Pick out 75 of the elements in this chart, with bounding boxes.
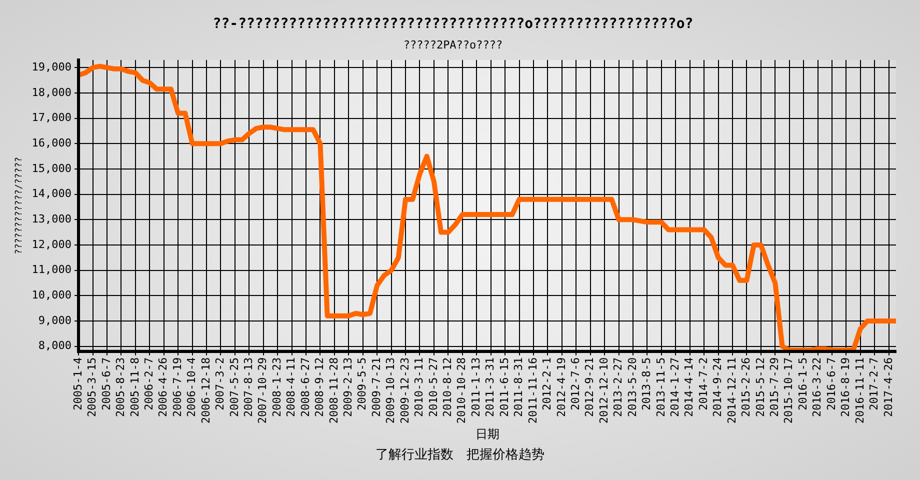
x-tick-label: 2012-12-10 — [597, 357, 610, 424]
x-tick-label: 2006-7-19 — [170, 357, 184, 417]
y-tick-label: 11,000 — [32, 263, 72, 276]
x-tick-label: 2010-8-12 — [441, 357, 454, 417]
x-tick-label: 2012-7-6 — [568, 357, 582, 410]
x-tick-label: 2010-10-28 — [455, 357, 468, 424]
chart-subtitle: ?????2PA??o???? — [403, 38, 503, 52]
y-tick-label: 18,000 — [32, 86, 72, 99]
x-tick-label: 2006-12-18 — [199, 357, 212, 424]
x-tick-label: 2009-5-5 — [356, 357, 369, 410]
x-tick-label: 2017-4-26 — [882, 357, 895, 417]
x-tick-label: 2014-4-14 — [682, 357, 696, 417]
x-tick-label: 2005-3-15 — [86, 357, 99, 417]
x-tick-label: 2013-2-27 — [612, 357, 625, 417]
x-tick-label: 2006-4-26 — [156, 357, 170, 417]
x-tick-label: 2006-2-7 — [142, 357, 156, 410]
x-tick-label: 2014-12-11 — [725, 357, 738, 424]
y-tick-label: 12,000 — [32, 238, 72, 251]
y-tick-label: 14,000 — [32, 187, 72, 200]
x-tick-label: 2008-11-28 — [327, 357, 340, 424]
x-tick-label: 2012-9-21 — [583, 357, 596, 417]
x-tick-label: 2016-8-19 — [839, 357, 852, 417]
y-axis-title: ????????????/????? — [14, 156, 25, 254]
x-tick-label: 2008-1-23 — [270, 357, 284, 417]
x-tick-label: 2014-9-24 — [711, 357, 724, 417]
x-tick-label: 2011-3-31 — [484, 357, 497, 417]
x-tick-label: 2013-8-5 — [640, 357, 654, 410]
y-tick-label: 9,000 — [38, 314, 72, 327]
x-tick-label: 2011-8-31 — [512, 357, 526, 417]
x-tick-label: 2009-10-13 — [384, 357, 398, 424]
x-tick-label: 2013-5-20 — [626, 357, 639, 417]
x-tick-label: 2007-3-2 — [214, 357, 227, 410]
x-tick-label: 2014-7-2 — [696, 357, 710, 410]
x-tick-label: 2006-10-4 — [185, 357, 198, 417]
x-tick-label: 2008-4-11 — [284, 357, 298, 417]
y-tick-label: 19,000 — [32, 60, 72, 74]
x-tick-label: 2017-2-7 — [868, 357, 881, 410]
x-tick-label: 2010-3-11 — [412, 357, 426, 417]
x-tick-label: 2014-1-27 — [668, 357, 682, 417]
y-tick-label: 17,000 — [32, 111, 72, 124]
x-tick-label: 2005-11-8 — [128, 357, 142, 417]
y-tick-label: 15,000 — [32, 162, 72, 175]
x-tick-label: 2015-7-29 — [768, 357, 782, 417]
x-tick-label: 2009-2-13 — [342, 357, 355, 417]
text: 了解行业指数 把握价格趋势 — [376, 447, 544, 462]
x-tick-label: 2015-2-26 — [740, 357, 753, 417]
x-tick-label: 2011-1-13 — [469, 357, 482, 417]
x-tick-label: 2007-5-25 — [228, 357, 241, 417]
x-tick-label: 2010-5-27 — [426, 357, 440, 417]
x-tick-label: 2012-4-19 — [554, 357, 568, 417]
x-tick-label: 2009-7-21 — [370, 357, 383, 417]
x-tick-label: 2011-11-16 — [526, 357, 540, 424]
x-tick-label: 2008-6-27 — [298, 357, 312, 417]
x-tick-label: 2016-3-22 — [810, 357, 824, 417]
x-tick-label: 2016-11-11 — [853, 357, 866, 424]
x-axis-title: 日期 — [475, 426, 500, 441]
x-tick-label: 2015-5-12 — [754, 357, 767, 417]
x-tick-label: 2007-8-13 — [242, 357, 255, 417]
x-tick-label: 2013-11-5 — [654, 357, 668, 417]
x-tick-label: 2016-1-5 — [796, 357, 810, 410]
x-tick-label: 2009-12-23 — [398, 357, 412, 424]
x-tick-label: 2011-6-15 — [498, 357, 511, 417]
x-tick-label: 2016-6-7 — [824, 357, 838, 410]
y-tick-label: 8,000 — [38, 339, 72, 352]
y-tick-label: 10,000 — [32, 288, 72, 302]
x-tick-label: 2012-2-1 — [540, 357, 554, 410]
x-tick-label: 2008-9-12 — [313, 357, 326, 417]
y-tick-label: 16,000 — [32, 136, 72, 150]
x-tick-label: 2007-10-29 — [256, 357, 270, 424]
x-tick-label: 2005-6-7 — [100, 357, 113, 410]
x-tick-label: 2005-1-4 — [71, 357, 84, 410]
x-tick-label: 2015-10-17 — [782, 357, 796, 424]
y-tick-label: 13,000 — [32, 212, 72, 226]
chart-title: ??-??????????????????????????????????o?????????????????o? — [212, 16, 694, 32]
x-tick-label: 2005-8-23 — [114, 357, 128, 417]
